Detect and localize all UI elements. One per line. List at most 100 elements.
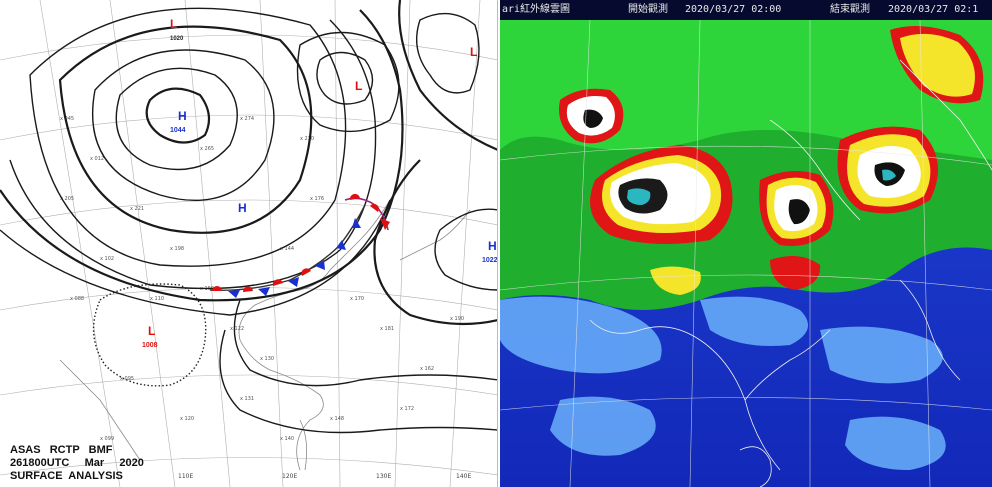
occluded-front [344, 193, 390, 231]
ir-header-bar: ari紅外線雲圖 開始觀測 2020/03/27 02:00 結束觀測 2020… [500, 0, 992, 20]
isobar [373, 159, 497, 326]
cloud-cluster-south [650, 256, 821, 295]
ir-satellite-svg [500, 0, 992, 487]
meridian [184, 0, 231, 487]
svg-text:x 110: x 110 [150, 296, 164, 302]
svg-text:x 122: x 122 [230, 326, 244, 332]
svg-text:x 102: x 102 [100, 256, 114, 262]
cold-front-triangles [228, 218, 361, 298]
cloud-cluster-central [759, 171, 834, 246]
stamp-datetime: 261800UTC Mar 2020 [10, 457, 144, 469]
dotted-isobar [92, 283, 207, 387]
meridian [109, 0, 176, 487]
svg-text:x 265: x 265 [200, 146, 214, 152]
low-center-label: L [355, 79, 362, 93]
svg-text:x 120: x 120 [180, 416, 194, 422]
low-clouds [500, 296, 946, 470]
isobar [115, 67, 238, 171]
meridian [449, 0, 481, 487]
svg-text:120E: 120E [282, 473, 297, 480]
svg-text:x 131: x 131 [240, 396, 254, 402]
pressure-centers: H 1044 H H 1022 L 1008 L L L 1020 [142, 17, 498, 349]
meridian [394, 0, 411, 487]
high-center-value: 1044 [170, 127, 186, 134]
high-center-label: H [178, 109, 187, 123]
svg-text:x 170: x 170 [350, 296, 364, 302]
isobar [233, 299, 497, 387]
cloud-cluster-northeast [837, 126, 938, 214]
isobar [219, 329, 497, 434]
svg-text:x 221: x 221 [130, 206, 144, 212]
graticule [500, 19, 992, 487]
svg-text:x 130: x 130 [260, 356, 274, 362]
svg-text:140E: 140E [456, 473, 471, 480]
parallel [0, 199, 497, 226]
svg-text:x 172: x 172 [400, 406, 414, 412]
cloud-cluster-far-northeast [890, 26, 984, 104]
low-center-label: L [148, 324, 155, 338]
coastline [59, 199, 471, 471]
low-center-label: L [470, 45, 477, 59]
isobar [316, 51, 374, 105]
surface-analysis-chart: x 045 x 012 x 221 x 198 x 150 x 122 x 130 x 1… [0, 0, 498, 487]
parallel [0, 457, 497, 476]
low-center-value: 1008 [142, 342, 158, 349]
svg-text:x 095: x 095 [120, 376, 134, 382]
high-center-value: 1022 [482, 257, 498, 264]
ir-start-label: 開始觀測 [628, 4, 668, 15]
isobar [416, 12, 480, 94]
svg-text:x 181: x 181 [380, 326, 394, 332]
svg-text:x 045: x 045 [60, 116, 74, 122]
isobar [29, 7, 347, 267]
svg-text:x 198: x 198 [170, 246, 184, 252]
isobar [0, 9, 404, 302]
warm-front-semicircles [212, 268, 311, 292]
high-center-label: H [488, 239, 497, 253]
isobar [296, 31, 400, 133]
ir-start-time: 2020/03/27 02:00 [685, 4, 782, 15]
isobar [398, 0, 497, 151]
svg-text:x 148: x 148 [330, 416, 344, 422]
svg-text:x 205: x 205 [60, 196, 74, 202]
isobar [145, 87, 211, 144]
stamp-agency: ASAS RCTP BMF [10, 444, 113, 456]
isobar [0, 199, 391, 316]
cloud-cluster-northwest [559, 88, 624, 144]
isobars [0, 0, 497, 434]
chart-stamp: ASAS RCTP BMF 261800UTC Mar 2020 SURFACE… [10, 444, 144, 483]
stationary-front [209, 204, 366, 298]
ir-end-label: 結束觀測 [830, 4, 870, 15]
isobar-value-label: 1020 [170, 36, 184, 42]
svg-text:x 230: x 230 [300, 136, 314, 142]
svg-text:x 274: x 274 [240, 116, 254, 122]
svg-text:x 088: x 088 [70, 296, 84, 302]
isobar [91, 49, 275, 202]
svg-text:110E: 110E [178, 473, 193, 480]
meridian [334, 0, 341, 487]
high-center-label: H [238, 201, 247, 215]
isobar [58, 25, 313, 234]
ir-title: ari紅外線雲圖 [502, 4, 571, 15]
low-center-label: L [170, 17, 177, 31]
svg-text:x 144: x 144 [280, 246, 294, 252]
parallel [0, 34, 497, 61]
coastline [589, 59, 992, 487]
svg-text:x 140: x 140 [280, 436, 294, 442]
meridian [39, 0, 121, 487]
stamp-title: SURFACE ANALYSIS [10, 470, 123, 482]
svg-text:x 012: x 012 [90, 156, 104, 162]
svg-text:x 162: x 162 [420, 366, 434, 372]
ir-end-time: 2020/03/27 02:1 [888, 4, 979, 15]
parallel [0, 374, 497, 396]
isobar [434, 208, 497, 291]
meridian [259, 0, 284, 487]
svg-text:130E: 130E [376, 473, 391, 480]
svg-text:x 190: x 190 [450, 316, 464, 322]
graticule [0, 0, 497, 487]
ir-satellite-image: ari紅外線雲圖 開始觀測 2020/03/27 02:00 結束觀測 2020… [500, 0, 992, 487]
svg-text:x 176: x 176 [310, 196, 324, 202]
longitude-labels: 110E 120E 130E 140E [178, 473, 471, 480]
